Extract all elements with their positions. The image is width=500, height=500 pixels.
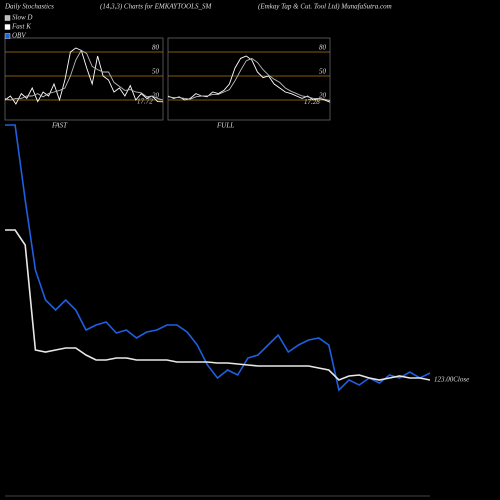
header-left: Daily Stochastics [4, 3, 54, 11]
y-tick-label: 80 [319, 44, 327, 52]
header-center: (14,3,3) Charts for EMKAYTOOLS_SM [100, 3, 212, 11]
value-label: 17.72 [137, 97, 153, 105]
series-line [5, 229, 431, 381]
series-line [167, 55, 331, 103]
y-tick-label: 20 [152, 92, 160, 100]
legend-swatch [4, 24, 11, 30]
y-tick-label: 50 [152, 68, 160, 76]
panel-frame [4, 37, 164, 121]
series-line [4, 47, 164, 105]
legend-label: Fast K [11, 23, 31, 31]
panel-frame [167, 37, 331, 121]
y-tick-label: 20 [319, 92, 327, 100]
legend-swatch [4, 33, 11, 39]
value-label: 17.28 [304, 98, 320, 106]
y-tick-label: 80 [152, 44, 160, 52]
series-line [5, 124, 431, 392]
close-label: 123.00Close [434, 376, 469, 384]
legend-swatch [4, 15, 11, 21]
panel-label: FAST [51, 122, 68, 130]
series-line [4, 49, 164, 101]
y-tick-label: 50 [319, 68, 327, 76]
header-right: (Emkay Tap & Cut. Tool Ltd) MunafaSutra.… [258, 3, 392, 11]
legend-label: OBV [12, 32, 26, 40]
panel-label: FULL [216, 122, 234, 130]
series-line [167, 57, 331, 102]
legend-label: Slow D [12, 14, 32, 22]
